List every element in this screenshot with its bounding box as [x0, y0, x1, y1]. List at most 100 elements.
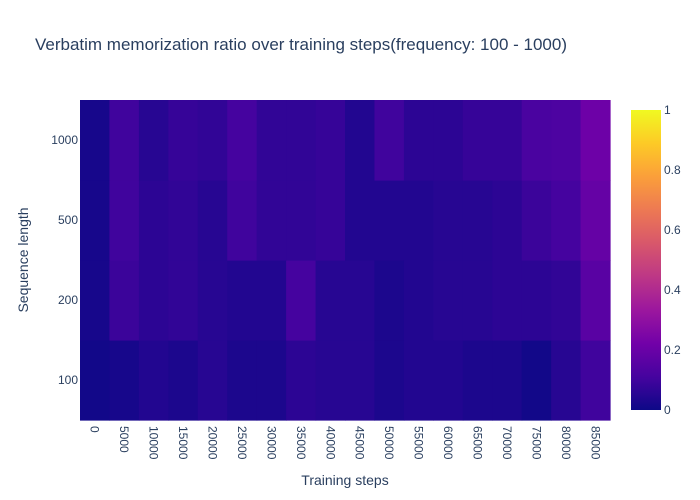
y-tick-label: 500 [58, 213, 78, 227]
heatmap-cell [80, 340, 111, 421]
heatmap-cell [403, 180, 434, 261]
heatmap-cell [492, 260, 523, 341]
heatmap-cell [462, 100, 493, 181]
heatmap-cell [374, 340, 405, 421]
heatmap-cell [315, 100, 346, 181]
heatmap-cell [256, 340, 287, 421]
heatmap-cell [433, 180, 464, 261]
x-tick-label: 5000 [117, 426, 131, 453]
heatmap-cell [315, 340, 346, 421]
heatmap-cell [521, 340, 552, 421]
heatmap-cell [227, 260, 258, 341]
y-tick-label: 100 [58, 373, 78, 387]
heatmap-cell [580, 260, 611, 341]
heatmap-cell [109, 100, 140, 181]
x-tick-label: 50000 [382, 426, 396, 460]
heatmap-cell [403, 340, 434, 421]
colorbar-tick-label: 0.8 [664, 163, 681, 177]
colorbar-tick-label: 0.4 [664, 283, 681, 297]
heatmap-cell [580, 100, 611, 181]
x-tick-label: 65000 [471, 426, 485, 460]
heatmap-cell [551, 340, 582, 421]
y-tick-label: 200 [58, 293, 78, 307]
heatmap-cell [345, 340, 376, 421]
heatmap-cell [374, 180, 405, 261]
heatmap-cell [197, 260, 228, 341]
heatmap-cell [551, 180, 582, 261]
x-tick-label: 0 [88, 426, 102, 433]
heatmap-cell [197, 340, 228, 421]
heatmap-cell [580, 180, 611, 261]
colorbar-tick-label: 0.2 [664, 343, 681, 357]
heatmap-cell [286, 340, 317, 421]
heatmap-cell [462, 180, 493, 261]
heatmap-cell [492, 180, 523, 261]
x-tick-label: 45000 [353, 426, 367, 460]
heatmap-cell [492, 340, 523, 421]
heatmap-cell [80, 260, 111, 341]
heatmap-cell [345, 100, 376, 181]
heatmap-cell [521, 100, 552, 181]
x-tick-label: 35000 [294, 426, 308, 460]
heatmap-cell [80, 100, 111, 181]
heatmap-cell [315, 180, 346, 261]
heatmap-cell [168, 100, 199, 181]
heatmap-cell [197, 180, 228, 261]
x-tick-label: 70000 [500, 426, 514, 460]
heatmap-cell [374, 260, 405, 341]
heatmap-cell [197, 100, 228, 181]
heatmap-cell [168, 260, 199, 341]
x-tick-label: 40000 [323, 426, 337, 460]
heatmap-cell [403, 100, 434, 181]
x-tick-label: 60000 [441, 426, 455, 460]
heatmap-cell [433, 100, 464, 181]
colorbar [631, 110, 661, 410]
heatmap-cell [138, 180, 169, 261]
heatmap-cell [80, 180, 111, 261]
x-tick-label: 30000 [264, 426, 278, 460]
x-tick-label: 25000 [235, 426, 249, 460]
y-axis-ticks: 100 200 500 1000 [51, 133, 78, 387]
heatmap-cell [345, 180, 376, 261]
colorbar-tick-label: 0 [664, 403, 671, 417]
heatmap-cell [227, 100, 258, 181]
y-axis-title: Sequence length [15, 207, 31, 312]
heatmap-cell [433, 260, 464, 341]
heatmap-cell [168, 340, 199, 421]
heatmap-cell [109, 260, 140, 341]
x-tick-label: 15000 [176, 426, 190, 460]
heatmap-cell [138, 340, 169, 421]
x-axis-ticks: 0 5000 10000 15000 20000 25000 30000 35000 40000… [88, 426, 603, 460]
colorbar-tick-label: 0.6 [664, 223, 681, 237]
heatmap-cell [315, 260, 346, 341]
heatmap-cell [256, 260, 287, 341]
heatmap-cell [403, 260, 434, 341]
heatmap-cell [256, 180, 287, 261]
chart-title: Verbatim memorization ratio over trainin… [35, 35, 567, 54]
x-tick-label: 10000 [147, 426, 161, 460]
x-tick-label: 75000 [529, 426, 543, 460]
y-tick-label: 1000 [51, 133, 78, 147]
heatmap-cell [227, 180, 258, 261]
heatmap-cell [286, 260, 317, 341]
heatmap-cell [462, 340, 493, 421]
heatmap-cell [580, 340, 611, 421]
heatmap-cells [80, 100, 611, 421]
heatmap-cell [286, 100, 317, 181]
x-tick-label: 80000 [559, 426, 573, 460]
heatmap-cell [256, 100, 287, 181]
heatmap-cell [109, 180, 140, 261]
heatmap-cell [462, 260, 493, 341]
colorbar-ticks: 0 0.2 0.4 0.6 0.8 1 [664, 103, 681, 417]
heatmap-cell [374, 100, 405, 181]
heatmap-cell [551, 100, 582, 181]
colorbar-tick-label: 1 [664, 103, 671, 117]
heatmap-cell [521, 180, 552, 261]
heatmap-cell [227, 340, 258, 421]
heatmap-cell [138, 100, 169, 181]
x-tick-label: 20000 [206, 426, 220, 460]
x-tick-label: 85000 [588, 426, 602, 460]
heatmap-cell [109, 340, 140, 421]
heatmap-cell [433, 340, 464, 421]
